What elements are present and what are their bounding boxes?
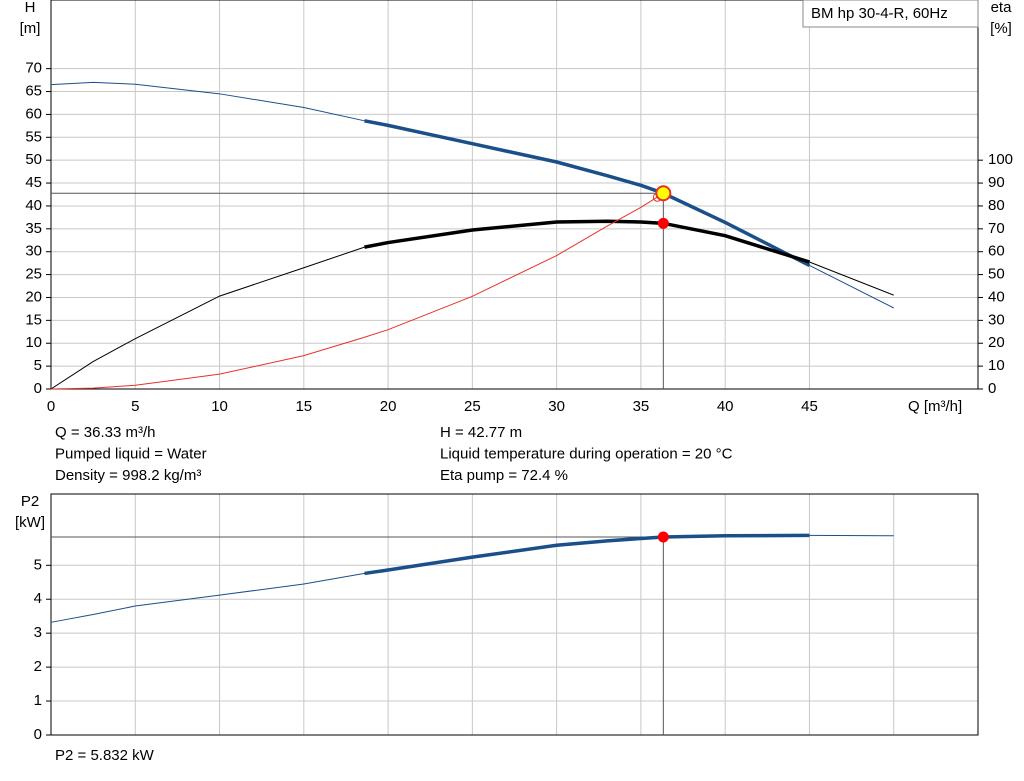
annotation: Pumped liquid = Water: [55, 445, 207, 462]
y-tick-label: 15: [25, 311, 42, 328]
y-tick-label: 35: [25, 220, 42, 237]
y2-tick-label: 80: [988, 197, 1005, 214]
y-tick-label: 5: [34, 556, 42, 573]
y-tick-label: 25: [25, 266, 42, 283]
annotation: Eta pump = 72.4 %: [440, 467, 568, 484]
y-tick-label: 2: [34, 658, 42, 675]
x-tick-label: 40: [717, 398, 734, 415]
y-axis-unit: [kW]: [15, 514, 45, 531]
plot-frame: [50, 493, 979, 736]
y2-axis-unit: [%]: [990, 20, 1012, 37]
y2-tick-label: 30: [988, 311, 1005, 328]
series-line-bold: [364, 533, 810, 576]
x-tick-label: 25: [464, 398, 481, 415]
plot-area: [51, 0, 978, 389]
y-tick-label: 5: [34, 357, 42, 374]
y2-axis-label: eta: [991, 0, 1013, 16]
y-tick-label: 65: [25, 82, 42, 99]
plot-frame: [50, 0, 979, 390]
y-tick-label: 70: [25, 60, 42, 77]
y-axis-label: H: [25, 0, 36, 16]
series-line: [50, 192, 664, 390]
y-axis-label: P2: [21, 493, 39, 510]
y2-tick-label: 100: [988, 151, 1013, 168]
x-tick-label: 5: [131, 398, 139, 415]
y-tick-label: 30: [25, 243, 42, 260]
y2-tick-label: 60: [988, 243, 1005, 260]
y2-tick-label: 50: [988, 266, 1005, 283]
y-tick-label: 20: [25, 288, 42, 305]
operating-point: [655, 185, 672, 202]
y-tick-label: 60: [25, 105, 42, 122]
series-line-bold: [364, 119, 811, 267]
y2-tick-label: 0: [988, 380, 996, 397]
x-axis-label: Q [m³/h]: [908, 398, 962, 415]
plot-area: [51, 494, 978, 735]
chart-title: BM hp 30-4-R, 60Hz: [811, 5, 948, 22]
y-tick-label: 0: [34, 380, 42, 397]
x-tick-label: 15: [295, 398, 312, 415]
y-tick-label: 1: [34, 692, 42, 709]
x-tick-label: 10: [211, 398, 228, 415]
y2-tick-label: 40: [988, 288, 1005, 305]
y-tick-label: 10: [25, 334, 42, 351]
y2-tick-label: 70: [988, 220, 1005, 237]
annotation: Liquid temperature during operation = 20…: [440, 445, 733, 462]
y-tick-label: 40: [25, 197, 42, 214]
x-tick-label: 20: [380, 398, 397, 415]
operating-point: [657, 531, 669, 543]
x-tick-label: 0: [47, 398, 55, 415]
x-tick-label: 45: [801, 398, 818, 415]
y-tick-label: 50: [25, 151, 42, 168]
annotation: Q = 36.33 m³/h: [55, 424, 155, 441]
y-tick-label: 55: [25, 128, 42, 145]
series-line-bold: [364, 219, 810, 264]
y2-tick-label: 20: [988, 334, 1005, 351]
y2-tick-label: 10: [988, 357, 1005, 374]
y-tick-label: 3: [34, 624, 42, 641]
y-tick-label: 0: [34, 726, 42, 743]
annotation: Density = 998.2 kg/m³: [55, 467, 201, 484]
annotation: P2 = 5.832 kW: [55, 747, 155, 764]
x-tick-label: 30: [548, 398, 565, 415]
y-tick-label: 4: [34, 590, 42, 607]
annotation: H = 42.77 m: [440, 424, 522, 441]
x-tick-label: 35: [633, 398, 650, 415]
eta-point: [657, 217, 669, 229]
y-axis-unit: [m]: [20, 20, 41, 37]
y2-tick-label: 90: [988, 174, 1005, 191]
title-box: [802, 0, 979, 28]
y-tick-label: 45: [25, 174, 42, 191]
